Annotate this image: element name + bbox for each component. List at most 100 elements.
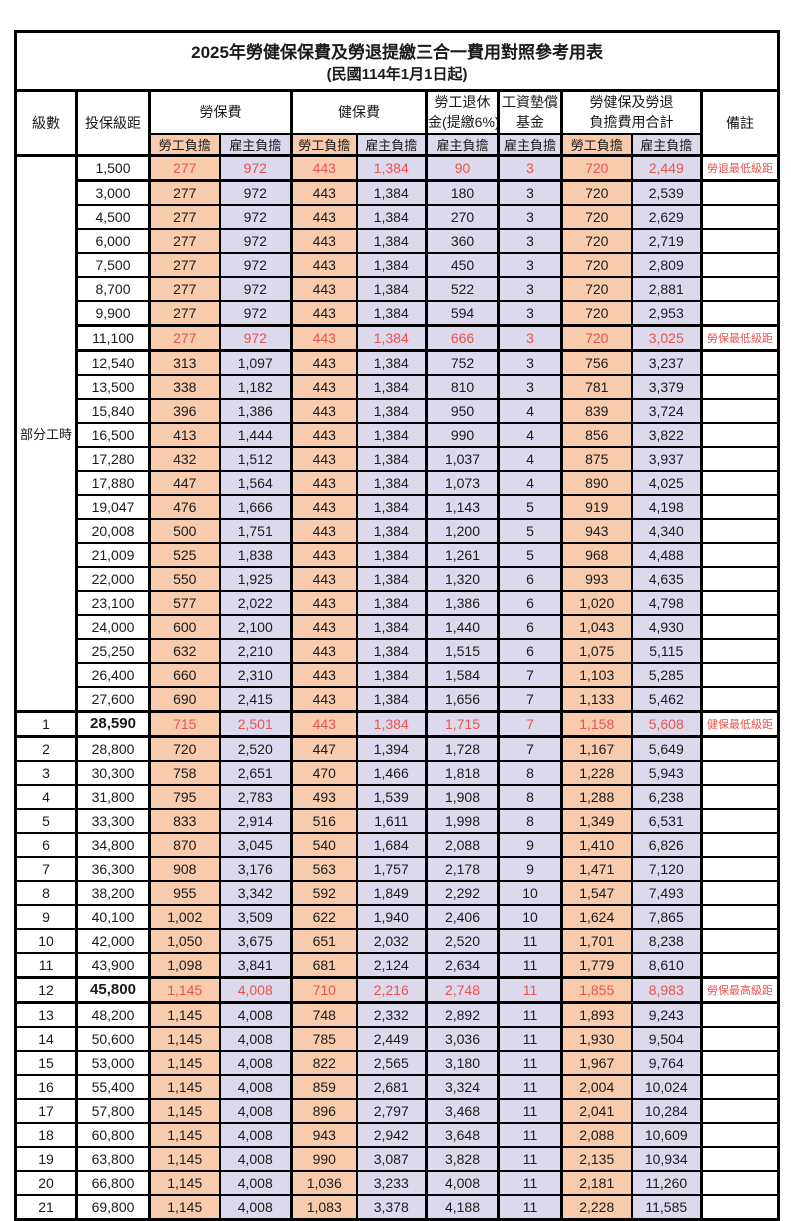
value-cell: 8 [497, 759, 563, 786]
value-cell: 2,748 [425, 975, 500, 1004]
value-cell: 720 [560, 299, 633, 327]
table-row: 27,600 690 2,415 443 1,384 1,656 7 1,133 5,462 [16, 685, 780, 713]
value-cell: 9,243 [630, 1001, 703, 1028]
value-cell: 1,849 [355, 879, 428, 906]
table-row: 17,880 447 1,564 443 1,384 1,073 4 890 4,025 [16, 469, 780, 496]
value-cell: 4,340 [630, 517, 703, 544]
value-cell: 8 [497, 783, 563, 810]
value-cell: 2,228 [560, 1193, 633, 1221]
value-cell: 3 [497, 323, 563, 352]
value-cell: 270 [425, 203, 500, 230]
level-cell: 21 [14, 1193, 78, 1221]
value-cell: 3,233 [355, 1169, 428, 1196]
level-cell: 15 [14, 1049, 78, 1076]
value-cell: 277 [148, 153, 221, 182]
table-row: 26,400 660 2,310 443 1,384 1,584 7 1,103 5,285 [16, 661, 780, 688]
bracket-cell: 66,800 [75, 1169, 151, 1196]
value-cell: 3,675 [218, 927, 293, 954]
value-cell: 4,008 [218, 1025, 293, 1052]
value-cell: 443 [290, 493, 358, 520]
value-cell: 3,648 [425, 1121, 500, 1148]
value-cell: 748 [290, 1001, 358, 1028]
note-cell [700, 1049, 780, 1076]
level-cell: 9 [14, 903, 78, 930]
value-cell: 7 [497, 735, 563, 762]
value-cell: 710 [290, 975, 358, 1004]
value-cell: 9,764 [630, 1049, 703, 1076]
header-wage-fund-line2: 基金 [516, 114, 544, 131]
value-cell: 443 [290, 517, 358, 544]
value-cell: 277 [148, 323, 221, 352]
bracket-cell: 15,840 [75, 397, 151, 424]
note-cell [700, 1073, 780, 1100]
value-cell: 3 [497, 299, 563, 327]
bracket-cell: 43,900 [75, 951, 151, 979]
value-cell: 443 [290, 541, 358, 568]
value-cell: 1,384 [355, 589, 428, 616]
header-pension-line2: 金(提繳6%) [428, 114, 499, 131]
value-cell: 5,943 [630, 759, 703, 786]
value-cell: 4,008 [218, 1145, 293, 1172]
value-cell: 3,379 [630, 373, 703, 400]
value-cell: 2,520 [425, 927, 500, 954]
value-cell: 277 [148, 203, 221, 230]
value-cell: 4 [497, 469, 563, 496]
value-cell: 1,967 [560, 1049, 633, 1076]
note-cell [700, 445, 780, 472]
value-cell: 11 [497, 1073, 563, 1100]
value-cell: 525 [148, 541, 221, 568]
note-cell [700, 589, 780, 616]
bracket-cell: 12,540 [75, 349, 151, 376]
level-cell: 2 [14, 735, 78, 762]
note-cell [700, 251, 780, 278]
value-cell: 1,037 [425, 445, 500, 472]
value-cell: 522 [425, 275, 500, 302]
bracket-cell: 63,800 [75, 1145, 151, 1172]
note-cell [700, 637, 780, 664]
value-cell: 3,025 [630, 323, 703, 352]
table-row: 12 45,800 1,145 4,008 710 2,216 2,748 11 1,855 8,… [14, 975, 780, 1004]
table-row: 20 66,800 1,145 4,008 1,036 3,233 4,008 11 2,181… [14, 1169, 780, 1196]
table-row: 8,700 277 972 443 1,384 522 3 720 2,881 [16, 275, 780, 302]
note-cell [700, 1001, 780, 1028]
value-cell: 7,865 [630, 903, 703, 930]
value-cell: 11 [497, 1001, 563, 1028]
value-cell: 443 [290, 685, 358, 713]
value-cell: 1,083 [290, 1193, 358, 1221]
value-cell: 6,531 [630, 807, 703, 834]
value-cell: 500 [148, 517, 221, 544]
table-row: 7,500 277 972 443 1,384 450 3 720 2,809 [16, 251, 780, 278]
value-cell: 277 [148, 251, 221, 278]
value-cell: 1,908 [425, 783, 500, 810]
value-cell: 594 [425, 299, 500, 327]
value-cell: 2,501 [218, 709, 293, 738]
value-cell: 1,466 [355, 759, 428, 786]
level-cell: 8 [14, 879, 78, 906]
value-cell: 2,719 [630, 227, 703, 254]
table-row: 23,100 577 2,022 443 1,384 1,386 6 1,020 4,798 [16, 589, 780, 616]
value-cell: 11 [497, 1097, 563, 1124]
value-cell: 1,471 [560, 855, 633, 882]
value-cell: 540 [290, 831, 358, 858]
value-cell: 1,145 [148, 1049, 221, 1076]
level-cell: 10 [14, 927, 78, 954]
value-cell: 277 [148, 179, 221, 206]
value-cell: 11 [497, 1169, 563, 1196]
note-cell [700, 1097, 780, 1124]
level-cell: 13 [14, 1001, 78, 1028]
bracket-cell: 8,700 [75, 275, 151, 302]
value-cell: 1,145 [148, 1121, 221, 1148]
value-cell: 720 [560, 227, 633, 254]
value-cell: 1,384 [355, 153, 428, 182]
value-cell: 690 [148, 685, 221, 713]
value-cell: 1,757 [355, 855, 428, 882]
value-cell: 1,564 [218, 469, 293, 496]
value-cell: 1,002 [148, 903, 221, 930]
value-cell: 1,384 [355, 349, 428, 376]
table-body: 部分工時 1,500 277 972 443 1,384 90 3 720 2,449 勞退最低級距… [14, 153, 780, 1221]
note-cell [700, 493, 780, 520]
value-cell: 2,178 [425, 855, 500, 882]
value-cell: 7 [497, 685, 563, 713]
note-cell [700, 1193, 780, 1221]
bracket-cell: 21,009 [75, 541, 151, 568]
